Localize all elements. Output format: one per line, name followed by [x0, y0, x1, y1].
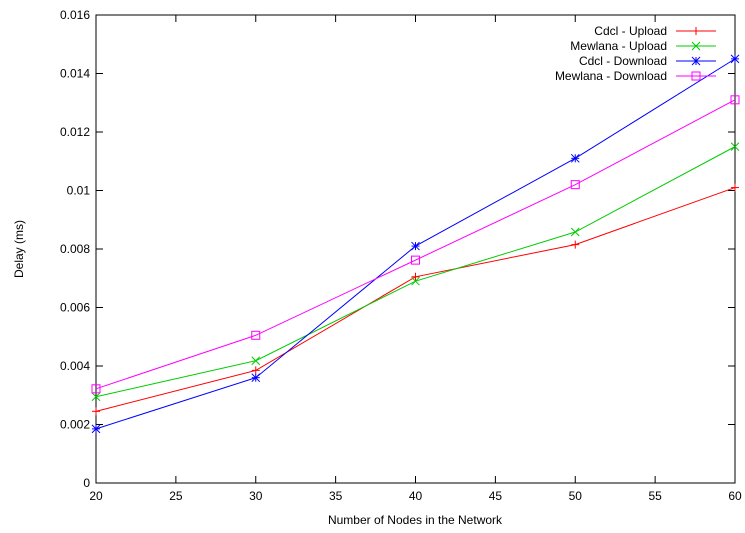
series	[91, 95, 740, 394]
y-tick-label: 0.01	[67, 184, 91, 198]
legend-label: Mewlana - Upload	[570, 39, 667, 53]
data-point	[91, 384, 101, 394]
data-point-marker	[411, 241, 420, 251]
y-tick-label: 0.002	[60, 418, 90, 432]
series-line	[95, 146, 736, 398]
data-point	[251, 356, 261, 366]
data-point-marker	[411, 276, 420, 286]
data-point	[91, 392, 101, 402]
series-line	[95, 99, 736, 390]
series	[92, 183, 739, 416]
y-tick-label: 0.006	[60, 301, 90, 315]
x-tick-label: 35	[329, 489, 343, 503]
data-point	[570, 180, 580, 190]
y-tick-label: 0.012	[60, 125, 90, 139]
data-point-marker	[91, 424, 101, 434]
data-point-marker	[730, 95, 740, 105]
legend-item: Cdcl - Upload	[594, 24, 716, 38]
legend-label: Cdcl - Download	[579, 54, 667, 68]
legend-label: Cdcl - Upload	[594, 24, 667, 38]
x-tick-label: 40	[409, 489, 423, 503]
y-axis: 0 0.002 0.004 0.006 0.008 0.01 0.012 0.014 0.016	[60, 8, 735, 490]
legend-label: Mewlana - Download	[555, 69, 667, 83]
data-point-marker	[570, 227, 580, 237]
series	[91, 142, 740, 402]
legend-item: Cdcl - Download	[579, 54, 716, 68]
data-point	[411, 241, 420, 251]
legend-item: Mewlana - Upload	[570, 39, 716, 53]
x-tick-label: 60	[728, 489, 742, 503]
data-point	[92, 407, 100, 416]
x-tick-label: 20	[89, 489, 103, 503]
data-point-marker	[251, 373, 261, 383]
x-tick-label: 30	[249, 489, 263, 503]
data-point	[251, 373, 261, 383]
x-axis-title: Number of Nodes in the Network	[328, 513, 503, 527]
y-tick-label: 0.004	[60, 359, 90, 373]
x-tick-label: 55	[648, 489, 662, 503]
data-point	[91, 424, 101, 434]
x-tick-label: 45	[489, 489, 503, 503]
legend-item: Mewlana - Download	[555, 69, 716, 83]
data-point-marker	[251, 330, 261, 340]
data-point	[411, 276, 420, 286]
data-point-marker	[570, 180, 580, 190]
data-point	[570, 227, 580, 237]
data-point-marker	[730, 142, 740, 151]
data-point-marker	[730, 54, 740, 64]
data-point	[251, 366, 260, 375]
data-point-marker	[691, 71, 701, 81]
data-point-marker	[91, 392, 101, 402]
data-point-marker	[91, 384, 101, 394]
data-point	[731, 183, 739, 192]
data-point	[730, 142, 740, 151]
x-tick-label: 25	[169, 489, 183, 503]
data-point	[411, 272, 420, 281]
data-point-marker	[691, 56, 701, 66]
data-point	[570, 153, 580, 163]
data-point-marker	[411, 255, 420, 265]
data-point-marker	[251, 356, 261, 366]
data-point	[730, 54, 740, 64]
data-point	[411, 255, 420, 265]
y-tick-label: 0.016	[60, 8, 90, 22]
data-point-marker	[691, 41, 701, 51]
y-axis-title: Delay (ms)	[12, 220, 26, 278]
data-point-marker	[570, 153, 580, 163]
x-tick-label: 50	[569, 489, 583, 503]
y-tick-label: 0.014	[60, 67, 90, 81]
series-line	[95, 187, 736, 412]
data-point	[571, 240, 580, 249]
data-point	[251, 330, 261, 340]
y-tick-label: 0	[83, 476, 90, 490]
series-layer	[91, 54, 740, 434]
series	[91, 54, 740, 434]
x-axis: 20 25 30 35 40 45 50 55 60	[89, 15, 742, 503]
y-tick-label: 0.008	[60, 242, 90, 256]
data-point	[730, 95, 740, 105]
